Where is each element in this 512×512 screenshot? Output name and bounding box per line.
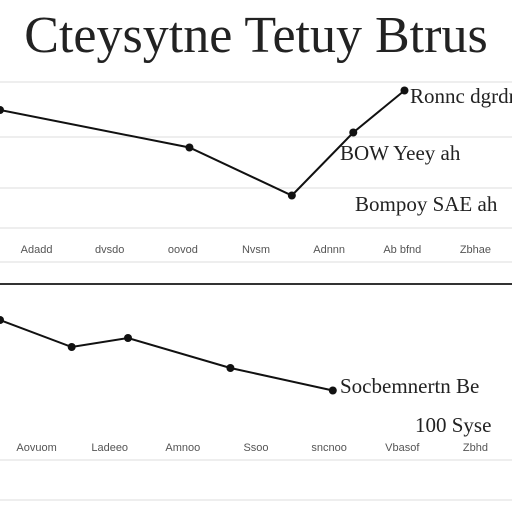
x-tick-label: Ladeeo: [91, 442, 128, 454]
x-tick-label: Amnoo: [165, 442, 200, 454]
annotation: Ronnc dgrdma: [410, 84, 512, 108]
chart-title: Cteysytne Tetuy Btrus: [24, 7, 487, 64]
annotation: 100 Syse: [415, 413, 491, 437]
grid: [0, 81, 512, 501]
x-tick-label: Ssoo: [243, 442, 268, 454]
point: [328, 386, 337, 395]
point: [287, 191, 296, 200]
point: [0, 316, 4, 324]
x-tick-label: sncnoo: [311, 442, 346, 454]
point: [124, 334, 132, 342]
x-tick-label: Nvsm: [242, 244, 270, 256]
x-tick-label: dvsdo: [95, 244, 124, 256]
point: [349, 128, 358, 137]
point: [226, 364, 235, 372]
x-tick-label: Zbhae: [460, 244, 491, 256]
x-tick-label: Adadd: [21, 244, 53, 256]
x-tick-label: Ab bfnd: [383, 244, 421, 256]
x-tick-label: Vbasof: [385, 442, 420, 454]
point: [0, 106, 4, 114]
annotation: BOW Yeey ah: [340, 141, 461, 165]
annotation: Bompoy SAE ah: [355, 192, 498, 216]
x-tick-label: Adnnn: [313, 244, 345, 256]
point: [185, 143, 194, 152]
point: [400, 86, 409, 95]
x-tick-label: Zbhd: [463, 442, 488, 454]
annotation: Socbemnertn Be: [340, 374, 479, 398]
x-tick-label: oovod: [168, 244, 198, 256]
point: [67, 343, 76, 351]
x-tick-label: Aovuom: [16, 442, 56, 454]
